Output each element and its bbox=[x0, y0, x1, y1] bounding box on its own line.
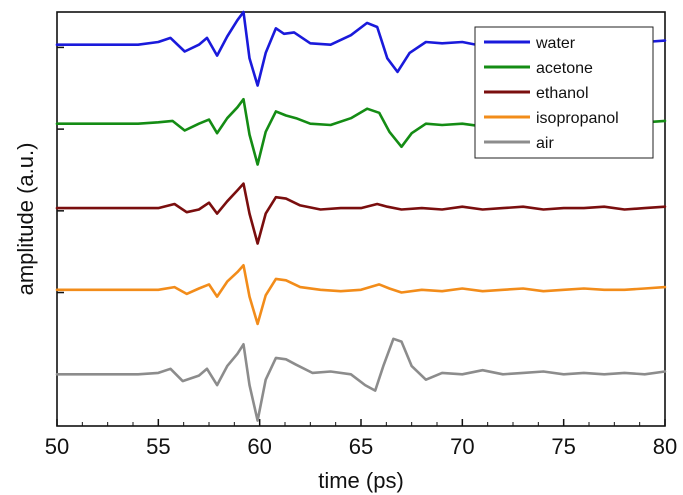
x-tick-label-2: 60 bbox=[247, 434, 271, 459]
legend-label-ethanol: ethanol bbox=[536, 85, 589, 102]
legend-label-isopropanol: isopropanol bbox=[536, 110, 619, 127]
x-tick-label-1: 55 bbox=[146, 434, 170, 459]
legend: water acetone ethanol isopropanol air bbox=[474, 26, 654, 159]
x-tick-label-3: 65 bbox=[349, 434, 373, 459]
x-tick-label-0: 50 bbox=[45, 434, 69, 459]
x-axis-ticks: 50 55 60 65 70 75 80 bbox=[45, 419, 677, 459]
x-tick-label-5: 75 bbox=[551, 434, 575, 459]
x-tick-label-6: 80 bbox=[653, 434, 677, 459]
series-line-isopropanol bbox=[55, 263, 667, 326]
y-axis-ticks bbox=[57, 46, 64, 375]
legend-label-air: air bbox=[536, 135, 554, 152]
legend-items: water acetone ethanol isopropanol air bbox=[484, 35, 619, 152]
x-axis-label: time (ps) bbox=[318, 468, 404, 493]
legend-label-water: water bbox=[535, 35, 576, 52]
series-line-air bbox=[55, 337, 667, 422]
y-axis-label: amplitude (a.u.) bbox=[13, 143, 38, 296]
legend-label-acetone: acetone bbox=[536, 60, 593, 77]
x-tick-label-4: 70 bbox=[450, 434, 474, 459]
series-line-ethanol bbox=[55, 182, 667, 245]
